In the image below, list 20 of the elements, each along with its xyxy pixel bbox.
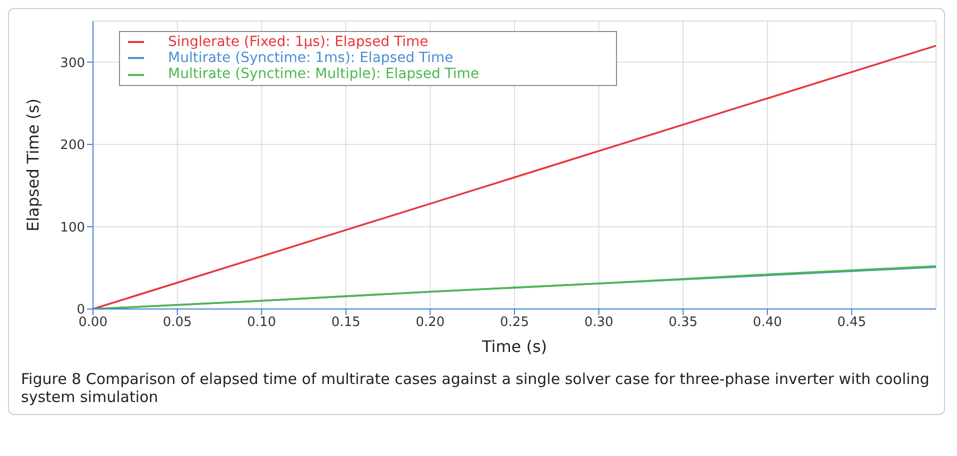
x-tick-label: 0.25 (500, 315, 529, 330)
x-tick-label: 0.15 (331, 315, 360, 330)
x-tick-label: 0.40 (752, 315, 782, 330)
y-tick-label: 100 (60, 220, 85, 236)
legend-label: Multirate (Synctime: 1ms): Elapsed Time (168, 50, 454, 66)
x-axis-title: Time (s) (480, 337, 548, 356)
x-tick-label: 0.30 (584, 315, 614, 330)
legend-label: Singlerate (Fixed: 1μs): Elapsed Time (168, 34, 428, 50)
x-tick-label: 0.35 (668, 315, 698, 330)
x-tick-label: 0.10 (247, 315, 276, 330)
x-tick-label: 0.20 (416, 315, 445, 330)
y-axis-title: Elapsed Time (s) (24, 98, 43, 232)
y-tick-label: 200 (60, 138, 85, 154)
caption: Figure 8 Comparison of elapsed time of multirate cases against a single solver case for three-phase inverter with cooling system simulation (20, 369, 930, 406)
x-tick-label: 0.45 (837, 315, 866, 330)
x-tick-label: 0.00 (78, 315, 108, 330)
legend-label: Multirate (Synctime: Multiple): Elapsed Time (168, 66, 480, 82)
y-tick-label: 0 (76, 302, 85, 318)
x-tick-label: 0.05 (162, 315, 192, 330)
y-tick-label: 300 (60, 56, 85, 71)
